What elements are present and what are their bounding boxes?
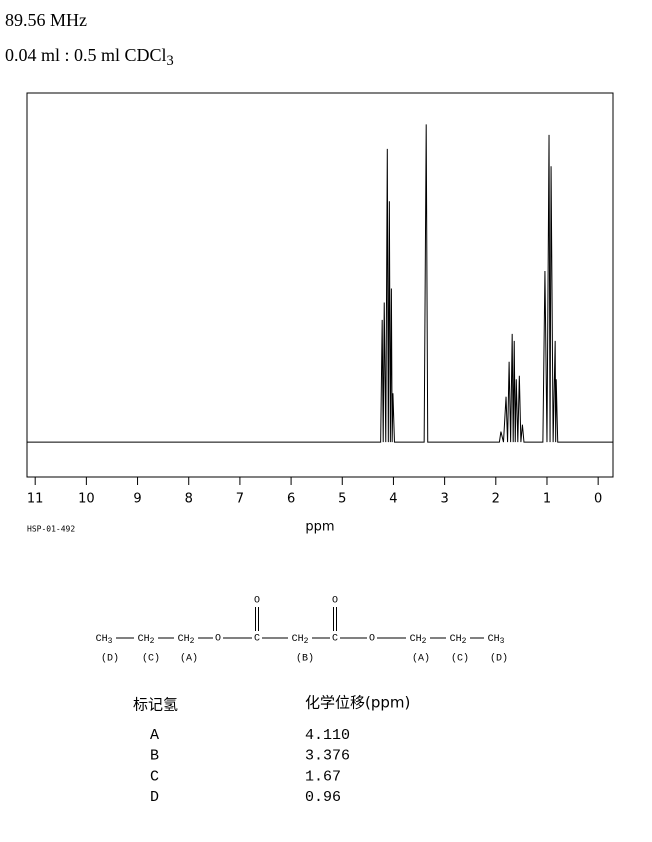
structure-group: CH2 (410, 634, 427, 646)
carbonyl-oxygen: O (254, 596, 260, 607)
x-tick-label: 10 (78, 492, 95, 507)
proton-label: (C) (142, 653, 160, 665)
structure-group: CH2 (292, 634, 309, 646)
table-cell: 3.376 (305, 748, 350, 765)
table-cell: B (150, 748, 159, 765)
x-tick-label: 7 (236, 492, 244, 507)
table-cell: 1.67 (305, 768, 341, 785)
structure-group: CH2 (138, 634, 155, 646)
structure-group: CH3 (96, 634, 113, 646)
sample: 0.04 ml : 0.5 ml CDCl3 (5, 45, 174, 69)
frequency: 89.56 MHz (5, 10, 87, 30)
x-tick-label: 11 (27, 492, 44, 507)
structure-group: CH2 (450, 634, 467, 646)
structure-group: CH2 (178, 634, 195, 646)
carbonyl-oxygen: O (332, 596, 338, 607)
table-header: 化学位移(ppm) (305, 694, 410, 712)
x-tick-label: 1 (543, 492, 551, 507)
spectrum-line (27, 124, 613, 443)
x-tick-label: 3 (440, 492, 448, 507)
x-tick-label: 0 (594, 492, 602, 507)
proton-label: (D) (490, 653, 508, 665)
proton-label: (C) (451, 653, 469, 665)
structure-group: CH3 (488, 634, 505, 646)
structure-group: C (332, 634, 338, 645)
table-header: 标记氢 (133, 696, 178, 714)
structure-group: O (215, 634, 221, 645)
table-cell: C (150, 768, 159, 785)
proton-label: (D) (101, 653, 119, 665)
spectrum-id: HSP-01-492 (27, 525, 75, 534)
structure-group: O (369, 634, 375, 645)
plot-frame (26, 92, 614, 478)
x-tick-label: 2 (492, 492, 500, 507)
x-tick-label: 4 (389, 492, 397, 507)
table-cell: D (150, 789, 159, 806)
proton-label: (A) (180, 653, 198, 665)
proton-label: (A) (412, 653, 430, 665)
table-cell: A (150, 727, 159, 744)
x-tick-label: 6 (287, 492, 295, 507)
table-cell: 4.110 (305, 727, 350, 744)
x-tick-label: 9 (133, 492, 141, 507)
table-cell: 0.96 (305, 789, 341, 806)
proton-label: (B) (296, 653, 314, 665)
x-axis-label: ppm (305, 520, 334, 535)
x-tick-label: 5 (338, 492, 346, 507)
structure-group: C (254, 634, 260, 645)
x-tick-label: 8 (185, 492, 193, 507)
